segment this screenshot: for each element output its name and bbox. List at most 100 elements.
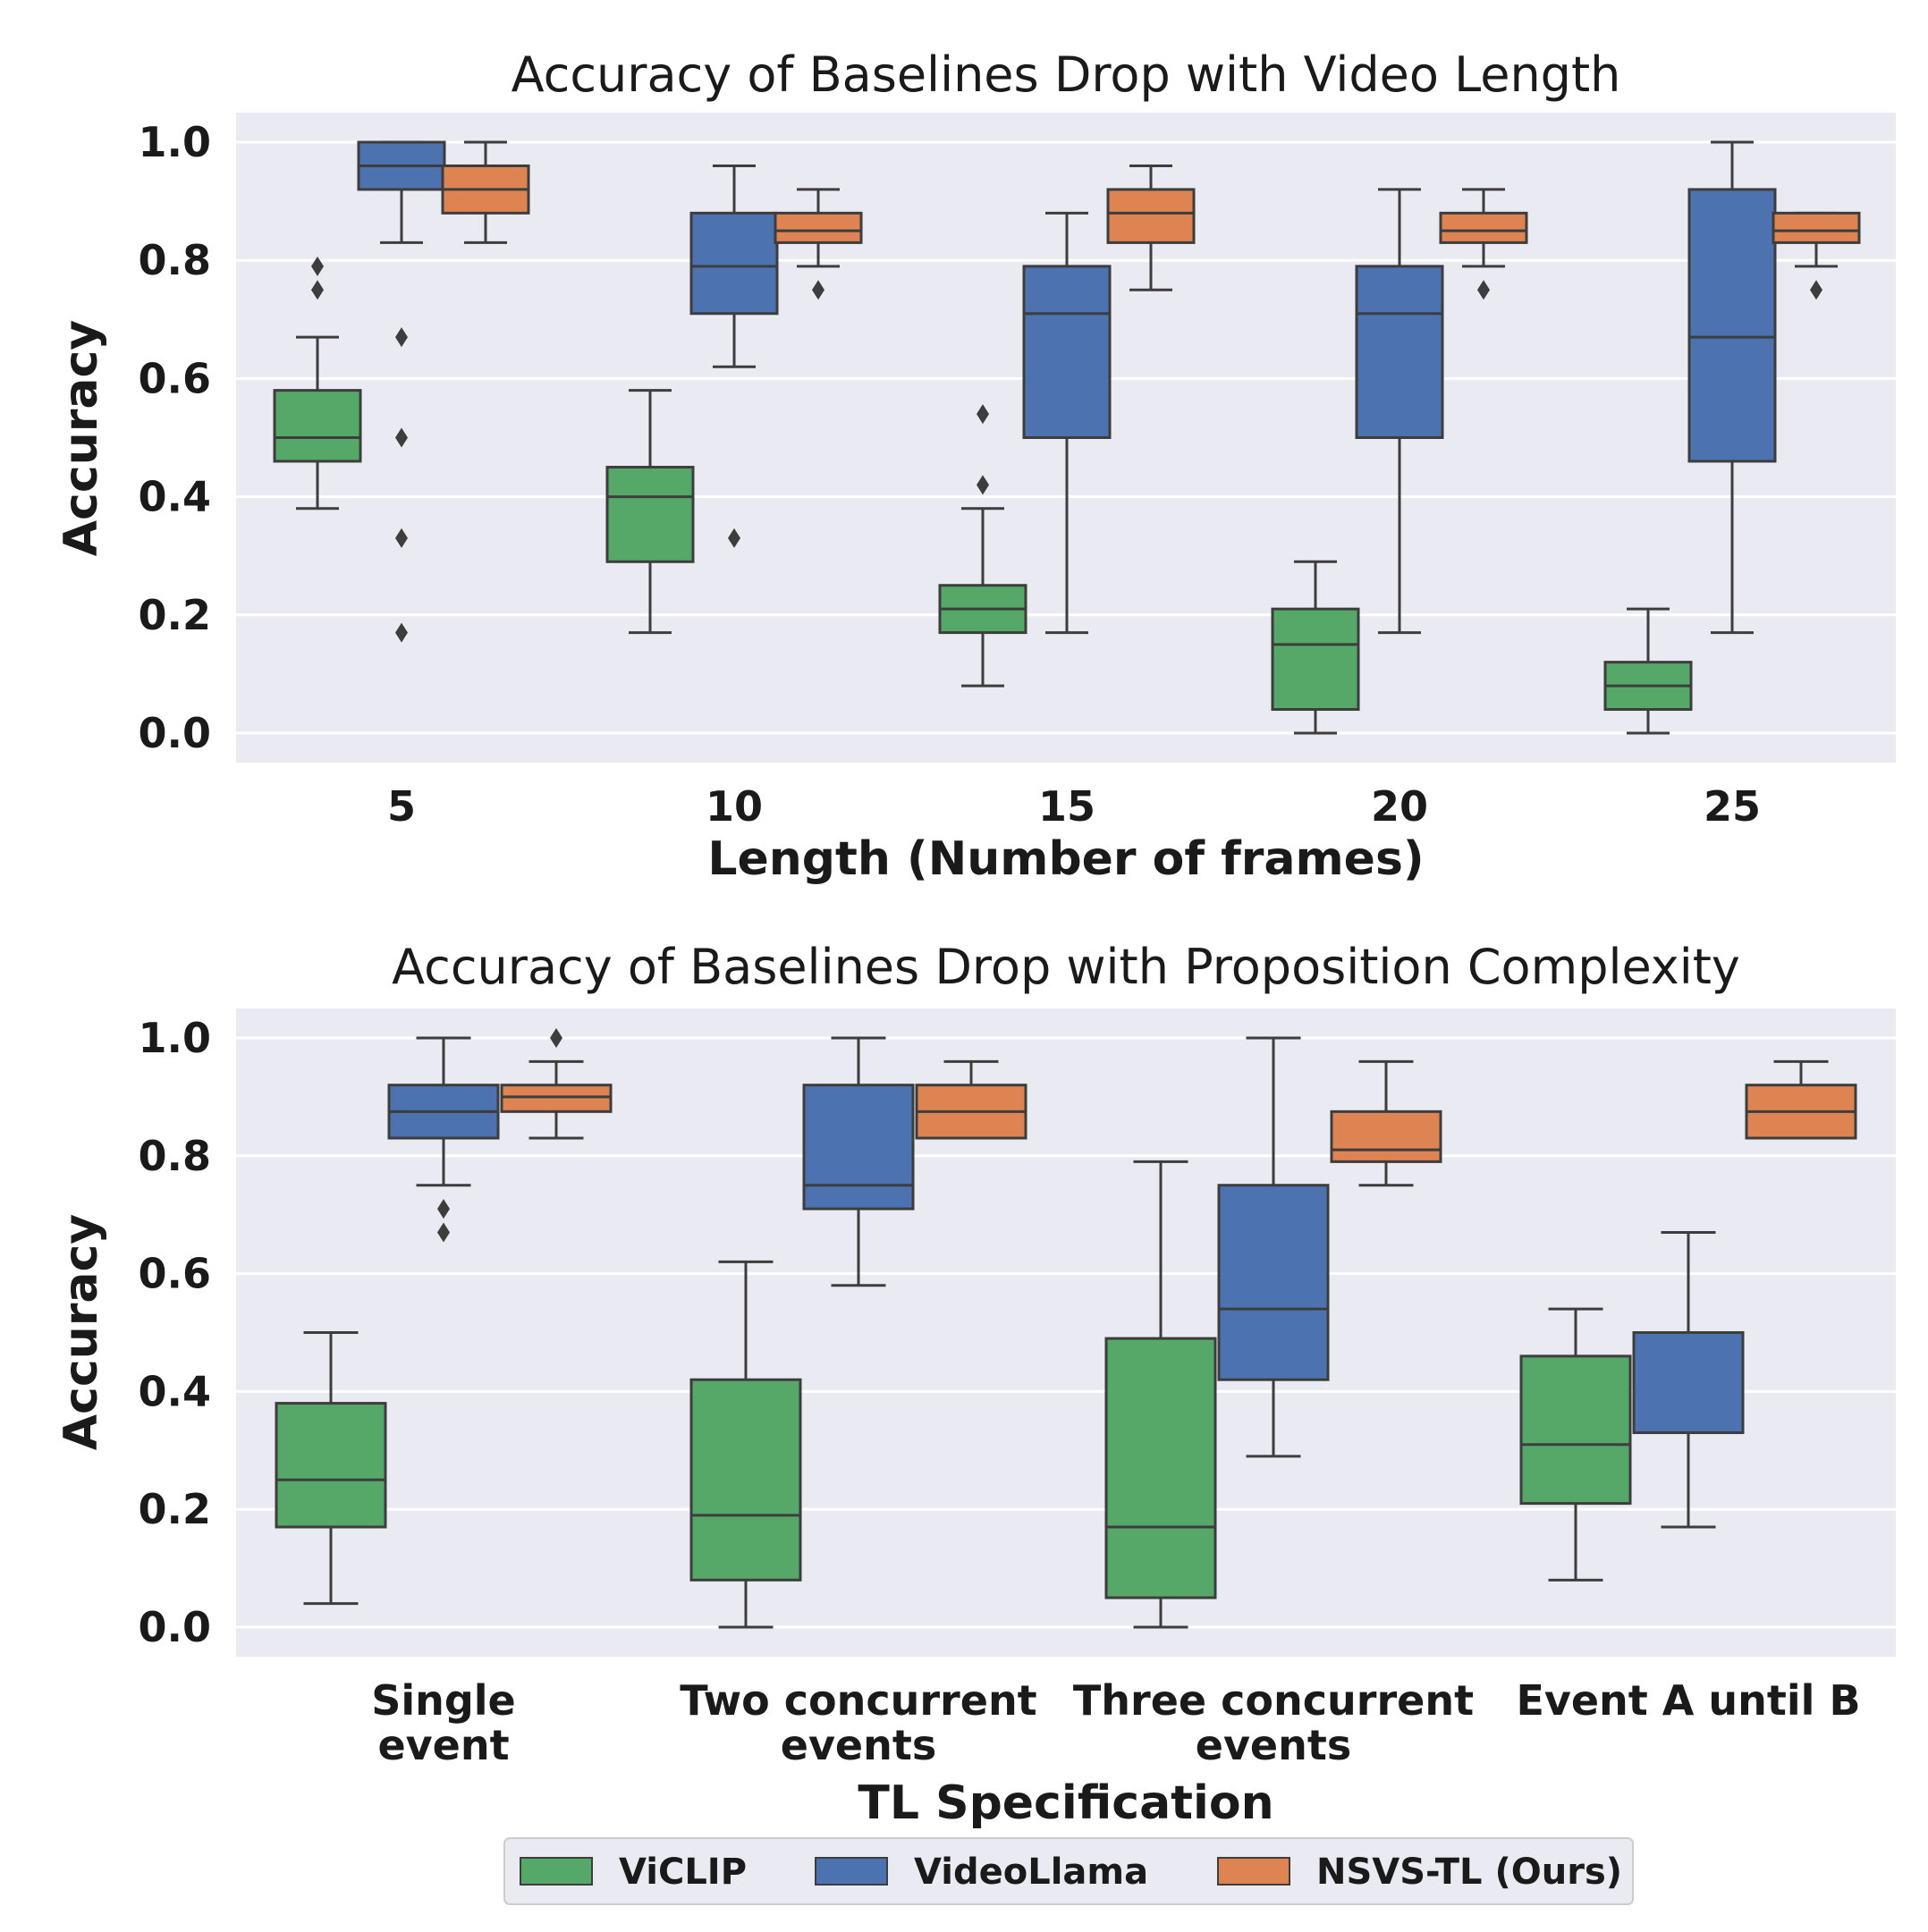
flier-point — [1810, 280, 1822, 300]
box-body — [500, 1084, 613, 1113]
flier-point — [977, 475, 989, 495]
flier-point — [437, 1199, 450, 1219]
x-tick-label: 10 — [706, 782, 763, 831]
box-body — [273, 389, 362, 463]
flier-point — [395, 527, 408, 548]
x-tick-label: 5 — [387, 782, 416, 831]
box-body — [1104, 1337, 1217, 1599]
x-tick-label: events — [781, 1721, 937, 1769]
box-viclip — [689, 1260, 802, 1629]
box-videollama — [689, 164, 779, 548]
flier-point — [437, 1222, 450, 1243]
legend-label: ViCLIP — [619, 1852, 747, 1893]
chart-title: Accuracy of Baselines Drop with Video Le… — [512, 46, 1621, 103]
box-nsvstlours — [915, 1059, 1027, 1140]
box-nsvstlours — [441, 140, 530, 244]
box-body — [1106, 188, 1196, 244]
box-body — [1022, 265, 1112, 439]
box-videollama — [1355, 188, 1444, 635]
box-videollama — [1022, 211, 1112, 635]
box-nsvstlours — [500, 1027, 613, 1140]
y-tick-label: 0.6 — [139, 354, 212, 402]
y-tick-label: 0.0 — [139, 1603, 212, 1651]
legend-swatch — [520, 1857, 593, 1886]
chart-panel-2: 0.0 0.2 0.4 0.6 0.8 1.0 Accuracy of Baselines … — [55, 939, 1896, 1830]
flier-point — [311, 256, 324, 276]
y-tick-label: 0.2 — [139, 591, 212, 639]
x-tick-label: event — [377, 1721, 509, 1769]
y-tick-label: 0.0 — [139, 709, 212, 757]
box-body — [1439, 211, 1528, 244]
box-nsvstlours — [1106, 164, 1196, 291]
box-body — [1330, 1109, 1442, 1163]
legend-label: NSVS-TL (Ours) — [1316, 1852, 1622, 1893]
y-axis-label: Accuracy — [55, 320, 108, 556]
y-axis-label: Accuracy — [55, 1214, 108, 1450]
box-body — [1271, 607, 1360, 712]
box-videollama — [1687, 140, 1777, 635]
legend-swatch — [1217, 1857, 1290, 1886]
y-tick-label: 0.2 — [139, 1485, 212, 1533]
flier-point — [395, 327, 408, 348]
box-viclip — [1603, 607, 1693, 735]
box-viclip — [273, 256, 362, 510]
box-viclip — [1104, 1160, 1217, 1629]
box-videollama — [802, 1036, 915, 1287]
x-tick-label: 20 — [1371, 782, 1428, 831]
box-nsvstlours — [1772, 211, 1861, 300]
flier-point — [977, 404, 989, 425]
box-viclip — [605, 389, 695, 635]
x-axis-label: TL Specification — [858, 1776, 1273, 1830]
legend-label: VideoLlama — [914, 1852, 1148, 1893]
x-tick-label: events — [1196, 1721, 1352, 1769]
flier-point — [311, 280, 324, 300]
box-viclip — [1271, 560, 1360, 735]
flier-point — [1477, 280, 1490, 300]
x-tick-label: 15 — [1038, 782, 1095, 831]
flier-point — [395, 427, 408, 448]
box-body — [1355, 265, 1444, 439]
x-axis-label: Length (Number of frames) — [707, 832, 1424, 886]
box-viclip — [938, 404, 1027, 688]
x-tick-label: Two concurrent — [680, 1676, 1036, 1725]
legend-frame — [503, 1837, 1634, 1905]
x-tick-label: Three concurrent — [1073, 1676, 1474, 1725]
box-body — [774, 211, 863, 244]
box-videollama — [1217, 1036, 1330, 1458]
box-videollama — [387, 1036, 500, 1243]
y-tick-label: 0.8 — [139, 1132, 212, 1180]
box-body — [605, 466, 695, 563]
y-tick-label: 1.0 — [139, 1014, 212, 1062]
box-body — [689, 211, 779, 316]
y-tick-label: 0.8 — [139, 236, 212, 284]
x-tick-label: 25 — [1704, 782, 1761, 831]
box-videollama — [1632, 1230, 1745, 1529]
box-nsvstlours — [1745, 1059, 1857, 1140]
box-body — [1519, 1354, 1632, 1506]
box-nsvstlours — [774, 188, 863, 300]
y-tick-label: 0.6 — [139, 1250, 212, 1298]
box-videollama — [357, 140, 446, 643]
legend: ViCLIP VideoLlama NSVS-TL (Ours) — [503, 1837, 1634, 1905]
box-nsvstlours — [1330, 1059, 1442, 1187]
chart-panel-1: 0.0 0.2 0.4 0.6 0.8 1.0 Accuracy of Baselines … — [55, 46, 1896, 886]
y-tick-label: 0.4 — [139, 473, 212, 521]
x-tick-label: Event A until B — [1516, 1676, 1860, 1725]
flier-point — [812, 280, 824, 300]
flier-point — [728, 527, 740, 548]
box-viclip — [275, 1331, 387, 1606]
box-nsvstlours — [1439, 188, 1528, 300]
box-body — [802, 1084, 915, 1211]
plot-area — [236, 1008, 1896, 1657]
x-tick-label: Single — [371, 1676, 516, 1725]
box-body — [1687, 188, 1777, 463]
y-tick-label: 0.4 — [139, 1367, 212, 1415]
flier-point — [550, 1027, 562, 1048]
box-viclip — [1519, 1307, 1632, 1582]
y-tick-label: 1.0 — [139, 118, 212, 166]
box-body — [1217, 1184, 1330, 1381]
legend-swatch — [815, 1857, 888, 1886]
box-body — [275, 1402, 387, 1529]
